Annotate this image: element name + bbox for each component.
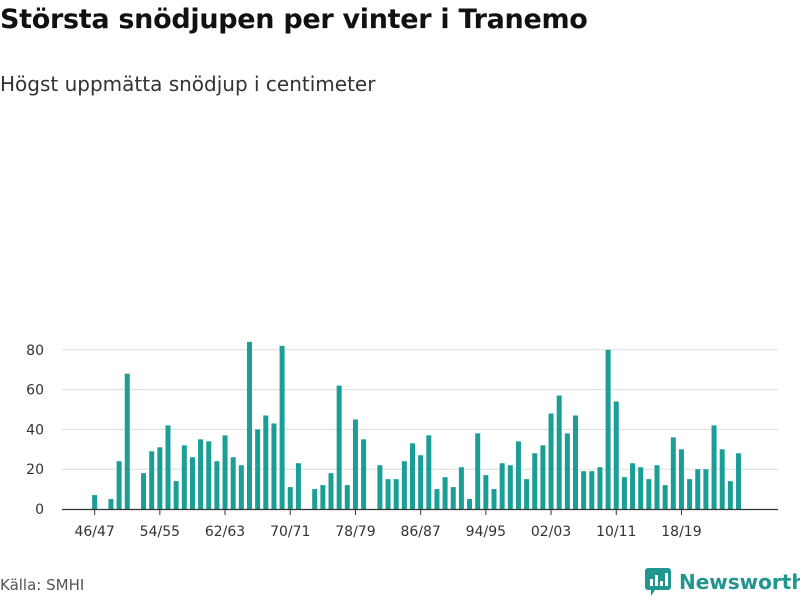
bar — [165, 425, 171, 509]
y-tick-label: 0 — [35, 502, 44, 518]
x-tick-label: 10/11 — [596, 524, 636, 540]
bar — [646, 479, 652, 509]
bar — [662, 485, 668, 509]
bar — [385, 479, 391, 509]
x-tick-label: 02/03 — [531, 524, 571, 540]
bar — [426, 435, 432, 509]
bar — [515, 441, 521, 509]
bar — [116, 461, 122, 509]
bar — [263, 415, 269, 509]
bar — [181, 445, 187, 509]
bar — [589, 471, 595, 509]
x-tick-label: 94/95 — [466, 524, 506, 540]
bar — [654, 465, 660, 509]
bar — [597, 467, 603, 509]
bar — [678, 449, 684, 509]
x-tick-label: 54/55 — [140, 524, 180, 540]
bar — [450, 487, 456, 509]
bar — [189, 457, 195, 509]
bar — [92, 495, 98, 509]
bar — [613, 401, 619, 509]
bar — [222, 435, 228, 509]
y-tick-label: 60 — [26, 383, 44, 399]
bar — [467, 499, 473, 509]
bar — [499, 463, 505, 509]
bar — [320, 485, 326, 509]
bar — [214, 461, 220, 509]
bar — [727, 481, 733, 509]
bar — [548, 413, 554, 509]
bar — [149, 451, 155, 509]
bar — [279, 345, 285, 509]
bar — [630, 463, 636, 509]
bar — [108, 499, 114, 509]
bar — [230, 457, 236, 509]
bar — [173, 481, 179, 509]
bar — [483, 475, 489, 509]
brand-name: Newsworthy — [679, 570, 800, 594]
bar — [703, 469, 709, 509]
bar — [336, 385, 342, 509]
bar — [573, 415, 578, 509]
bar — [434, 489, 440, 509]
bar — [361, 439, 367, 509]
chart-title: Största snödjupen per vinter i Tranemo — [0, 4, 588, 35]
bar — [491, 489, 497, 509]
bar — [393, 479, 399, 509]
bar — [287, 487, 293, 509]
bar — [157, 447, 163, 509]
bar — [556, 395, 562, 509]
newsworthy-logo-icon — [645, 568, 671, 596]
x-tick-label: 62/63 — [205, 524, 245, 540]
bar — [695, 469, 701, 509]
bar — [410, 443, 415, 509]
bar — [507, 465, 513, 509]
bar — [344, 485, 350, 509]
x-tick-label: 78/79 — [335, 524, 375, 540]
y-tick-label: 80 — [26, 343, 44, 359]
bar — [141, 473, 147, 509]
bar — [581, 471, 587, 509]
bar — [670, 437, 676, 509]
x-tick-label: 70/71 — [270, 524, 310, 540]
bar — [198, 439, 204, 509]
bar — [711, 425, 717, 509]
bar — [377, 465, 383, 509]
bar — [238, 465, 244, 509]
chart-subtitle: Högst uppmätta snödjup i centimeter — [0, 72, 376, 96]
y-tick-label: 20 — [26, 462, 44, 478]
bar — [255, 429, 261, 509]
bar — [352, 419, 358, 509]
bar — [458, 467, 464, 509]
bar — [621, 477, 627, 509]
bar — [638, 467, 644, 509]
bar — [247, 341, 252, 509]
bar — [206, 441, 212, 509]
x-tick-label: 18/19 — [661, 524, 701, 540]
bar — [687, 479, 693, 509]
bar — [124, 373, 130, 509]
bar — [475, 433, 481, 509]
bar — [418, 455, 424, 509]
bar — [524, 479, 530, 509]
bar-chart: 0 20 40 60 80 46/47 54/55 62/63 70/71 78/79 86/87 9… — [26, 341, 778, 540]
bar — [605, 349, 611, 509]
bar — [719, 449, 725, 509]
brand[interactable]: Newsworthy — [645, 568, 800, 596]
bar — [564, 433, 570, 509]
x-tick-label: 46/47 — [74, 524, 114, 540]
source-note: Källa: SMHI — [0, 576, 85, 594]
bar — [442, 477, 448, 509]
bar — [736, 453, 741, 509]
y-tick-label: 40 — [26, 422, 44, 438]
bar — [328, 473, 334, 509]
bar — [312, 489, 318, 509]
bar — [532, 453, 538, 509]
bar — [295, 463, 301, 509]
x-tick-label: 86/87 — [400, 524, 440, 540]
bar — [401, 461, 407, 509]
bar — [271, 423, 277, 509]
bar — [540, 445, 546, 509]
